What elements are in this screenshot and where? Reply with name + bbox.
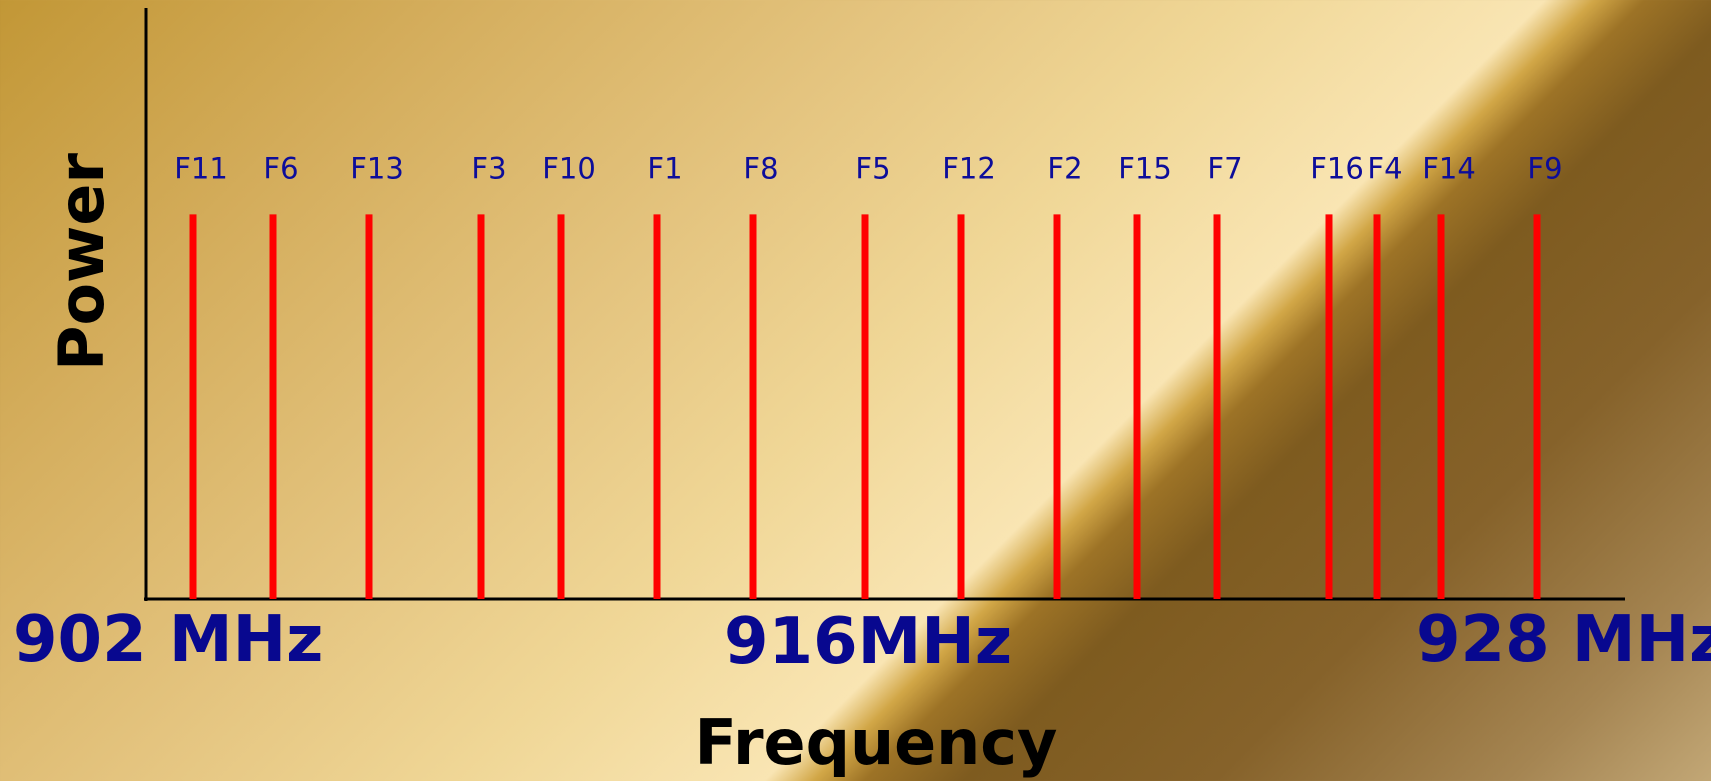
channel-label-f2: F2: [1047, 151, 1082, 185]
channel-label-f10: F10: [542, 151, 596, 185]
channel-label-f3: F3: [471, 151, 506, 185]
channel-label-f14: F14: [1422, 151, 1476, 185]
freq-marker-end: 928 MHz: [1416, 603, 1711, 677]
channel-label-f15: F15: [1118, 151, 1172, 185]
channel-label-f13: F13: [350, 151, 404, 185]
x-axis-label: Frequency: [694, 706, 1058, 779]
channel-label-f4: F4: [1367, 151, 1402, 185]
channel-label-f6: F6: [263, 151, 298, 185]
channel-label-f11: F11: [174, 151, 228, 185]
channel-label-f8: F8: [743, 151, 778, 185]
channel-label-f5: F5: [855, 151, 890, 185]
y-axis-label: Power: [45, 153, 118, 371]
channel-label-f16: F16: [1310, 151, 1364, 185]
freq-marker-start: 902 MHz: [13, 603, 324, 677]
channel-label-f9: F9: [1527, 151, 1562, 185]
channel-label-f7: F7: [1207, 151, 1242, 185]
channel-label-f12: F12: [942, 151, 996, 185]
freq-marker-mid: 916MHz: [724, 605, 1013, 679]
channel-label-f1: F1: [647, 151, 682, 185]
